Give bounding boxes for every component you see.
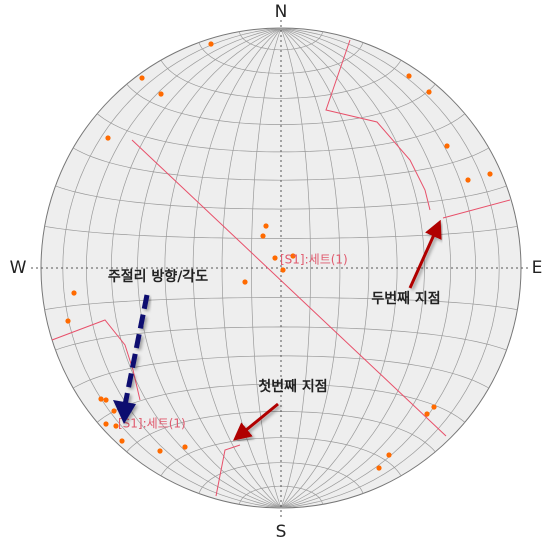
grid-line — [55, 185, 507, 210]
second-arrow — [408, 219, 442, 289]
joint-poles — [65, 41, 493, 471]
first-point-label: 첫번째 지점 — [258, 378, 327, 395]
east-label: E — [532, 258, 543, 278]
grid-line — [44, 297, 518, 311]
set-label: [S1]:세트(1) — [118, 417, 186, 431]
second-point-label: 두번째 지점 — [371, 290, 440, 307]
grid-line — [126, 83, 436, 125]
west-label: W — [10, 258, 27, 278]
joint-arrow — [122, 294, 150, 406]
grid-line — [44, 225, 518, 239]
grid-line — [160, 437, 402, 476]
joint-direction-label: 주절리 방향/각도 — [108, 268, 208, 285]
north-label: N — [275, 2, 288, 22]
set-traces — [51, 39, 511, 497]
south-label: S — [276, 522, 287, 542]
grid-line — [198, 42, 364, 74]
grid-line — [96, 383, 466, 423]
first-arrow — [233, 402, 279, 441]
set-label: [S1]:세트(1) — [280, 253, 348, 267]
grid-line — [160, 60, 402, 99]
grid-line — [238, 31, 324, 51]
joint-arrow-head — [113, 400, 136, 424]
grid-line — [198, 462, 364, 494]
